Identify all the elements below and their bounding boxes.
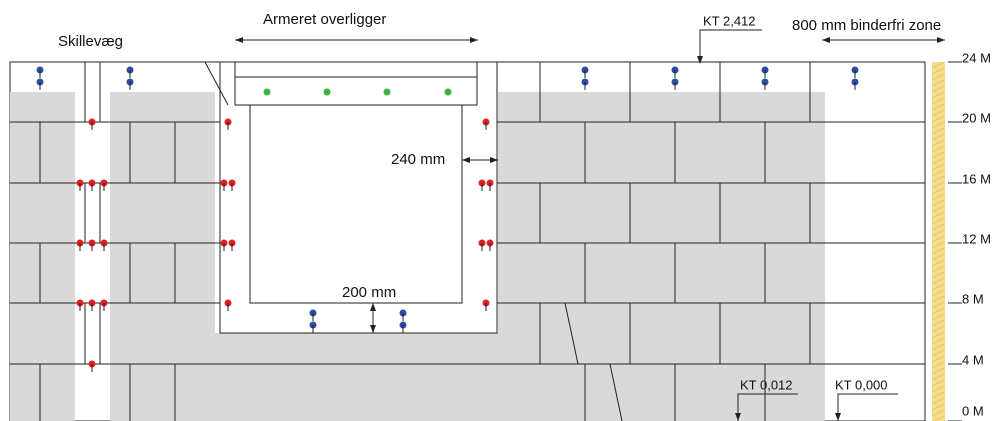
lintel <box>234 61 478 106</box>
rebar <box>444 88 452 96</box>
scale-label: 12 M <box>962 231 991 246</box>
level: KT 2,412 <box>703 13 756 28</box>
window-frame <box>249 104 463 304</box>
level: KT 0,000 <box>835 377 888 392</box>
scale: 24 M 20 M 16 M 12 M 8 M 4 M 0 M <box>948 50 991 421</box>
masonry <box>10 92 825 421</box>
rebar <box>383 88 391 96</box>
scale-label: 0 M <box>962 403 984 418</box>
anchors <box>36 66 859 372</box>
label: 800 mm binderfri zone <box>792 17 941 34</box>
scale-label: 20 M <box>962 110 991 125</box>
scale-bar <box>932 62 945 421</box>
scale-label: 4 M <box>962 352 984 367</box>
dimension: 240 mm <box>391 151 445 168</box>
dimension: 200 mm <box>342 284 396 301</box>
scale-label: 16 M <box>962 171 991 186</box>
rebar <box>323 88 331 96</box>
scale-label: 8 M <box>962 291 984 306</box>
label: Armeret overligger <box>263 11 386 28</box>
scale-label: 24 M <box>962 50 991 65</box>
rebar <box>263 88 271 96</box>
level: KT 0,012 <box>740 377 793 392</box>
label: Skillevæg <box>58 33 123 50</box>
